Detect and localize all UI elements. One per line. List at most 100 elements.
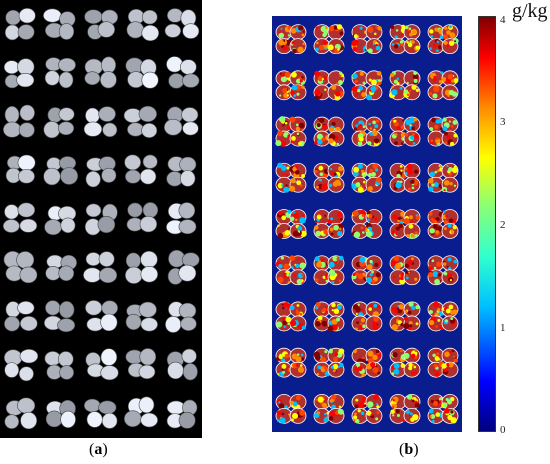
seed-cluster-heatmap: [351, 24, 383, 55]
colorbar-tick-3: 3: [500, 116, 506, 128]
seed-cluster-photo: [125, 250, 159, 284]
seed-cluster-photo: [125, 301, 158, 332]
seed-cluster-photo: [43, 8, 76, 40]
seed-cluster-heatmap: [427, 70, 459, 101]
seed-cluster-photo: [83, 398, 118, 429]
seed-cluster-heatmap: [275, 24, 307, 55]
seed-cluster-heatmap: [313, 209, 345, 239]
seed-photo-image: [2, 8, 200, 430]
seed-cluster-heatmap: [351, 209, 383, 239]
seed-cluster-heatmap: [427, 255, 459, 286]
seed-cluster-heatmap: [275, 255, 307, 286]
seed-cluster-photo: [44, 351, 74, 380]
seed-cluster-photo: [2, 202, 38, 233]
seed-cluster-heatmap: [313, 162, 345, 193]
seed-cluster-heatmap: [427, 393, 459, 424]
seed-cluster-photo: [84, 9, 119, 40]
seed-cluster-heatmap: [389, 209, 421, 239]
colorbar-tick-4: 4: [500, 14, 506, 26]
seed-cluster-photo: [4, 301, 38, 332]
seed-photo-panel: [0, 0, 202, 438]
seed-cluster-heatmap: [313, 116, 345, 147]
seed-cluster-heatmap: [313, 24, 345, 55]
seed-cluster-photo: [85, 300, 119, 332]
colorbar-tick-2: 2: [500, 219, 506, 231]
seed-cluster-heatmap: [427, 162, 459, 193]
seed-cluster-heatmap: [427, 347, 459, 378]
caption-a: (a): [89, 441, 108, 459]
seed-cluster-heatmap: [313, 347, 345, 378]
seed-cluster-photo: [167, 249, 200, 285]
seed-cluster-heatmap: [313, 393, 345, 424]
seed-cluster-photo: [5, 154, 36, 184]
seed-cluster-photo: [44, 57, 76, 89]
seed-cluster-heatmap: [427, 116, 459, 147]
seed-cluster-photo: [43, 107, 75, 139]
seed-cluster-heatmap: [427, 301, 459, 332]
seed-cluster-heatmap: [275, 301, 307, 332]
seed-cluster-photo: [123, 105, 158, 138]
seed-cluster-photo: [165, 301, 197, 333]
seed-cluster-photo: [166, 348, 198, 381]
seed-cluster-heatmap: [313, 301, 345, 332]
seed-cluster-heatmap: [351, 393, 383, 424]
seed-cluster-photo: [3, 348, 39, 382]
caption-a-letter: a: [94, 441, 103, 458]
seed-cluster-heatmap: [389, 393, 421, 424]
seed-cluster-heatmap: [389, 162, 421, 193]
seed-cluster-photo: [84, 56, 117, 89]
seed-cluster-heatmap: [427, 24, 459, 55]
seed-cluster-photo: [85, 156, 117, 188]
seed-cluster-photo: [4, 8, 36, 41]
seed-cluster-heatmap: [351, 347, 383, 378]
seed-cluster-photo: [125, 348, 157, 380]
seed-cluster-photo: [3, 250, 38, 284]
seed-cluster-photo: [164, 106, 199, 136]
caption-b-letter: b: [404, 441, 414, 458]
caption-a-close: ): [102, 441, 108, 458]
seed-cluster-heatmap: [389, 301, 421, 332]
caption-b-open: (: [399, 441, 405, 458]
seed-cluster-photo: [124, 154, 158, 185]
seed-cluster-heatmap: [275, 209, 307, 239]
caption-b: (b): [399, 441, 419, 459]
seed-cluster-photo: [166, 399, 198, 429]
seed-cluster-heatmap: [389, 347, 421, 378]
caption-a-open: (: [89, 441, 95, 458]
seed-cluster-heatmap: [313, 255, 345, 286]
seed-cluster-heatmap: [351, 162, 383, 193]
concentration-map-panel: [272, 16, 462, 432]
seed-cluster-photo: [126, 8, 160, 42]
seed-cluster-heatmap: [389, 255, 421, 286]
concentration-map-image: [275, 24, 459, 424]
seed-cluster-heatmap: [313, 70, 345, 101]
seed-cluster-heatmap: [275, 347, 307, 378]
seed-cluster-photo: [85, 348, 119, 381]
seed-cluster-photo: [43, 156, 79, 186]
seed-cluster-photo: [43, 300, 76, 333]
seed-cluster-photo: [126, 202, 159, 233]
caption-b-close: ): [413, 441, 419, 458]
seed-cluster-heatmap: [275, 70, 307, 101]
seed-cluster-photo: [45, 254, 77, 282]
colorbar: [478, 16, 496, 432]
seed-cluster-photo: [45, 399, 76, 429]
seed-cluster-heatmap: [275, 393, 307, 424]
colorbar-tick-0: 0: [500, 424, 506, 436]
seed-cluster-heatmap: [351, 255, 383, 286]
seed-cluster-heatmap: [275, 162, 307, 193]
seed-cluster-photo: [164, 8, 200, 39]
seed-cluster-photo: [125, 57, 159, 89]
seed-cluster-photo: [166, 56, 200, 89]
seed-cluster-heatmap: [389, 24, 421, 55]
seed-cluster-heatmap: [389, 116, 421, 147]
seed-cluster-photo: [44, 205, 77, 236]
seed-cluster-photo: [166, 202, 197, 235]
seed-cluster-heatmap: [351, 301, 383, 332]
seed-cluster-photo: [84, 203, 118, 236]
colorbar-unit: g/kg: [512, 0, 548, 22]
seed-cluster-photo: [123, 396, 158, 428]
seed-cluster-heatmap: [427, 209, 459, 239]
seed-cluster-photo: [3, 104, 35, 138]
seed-cluster-photo: [4, 397, 38, 430]
